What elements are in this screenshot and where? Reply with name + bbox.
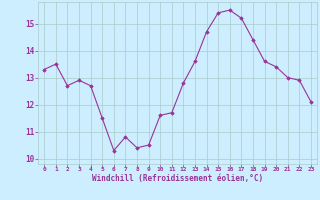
X-axis label: Windchill (Refroidissement éolien,°C): Windchill (Refroidissement éolien,°C) [92, 174, 263, 183]
